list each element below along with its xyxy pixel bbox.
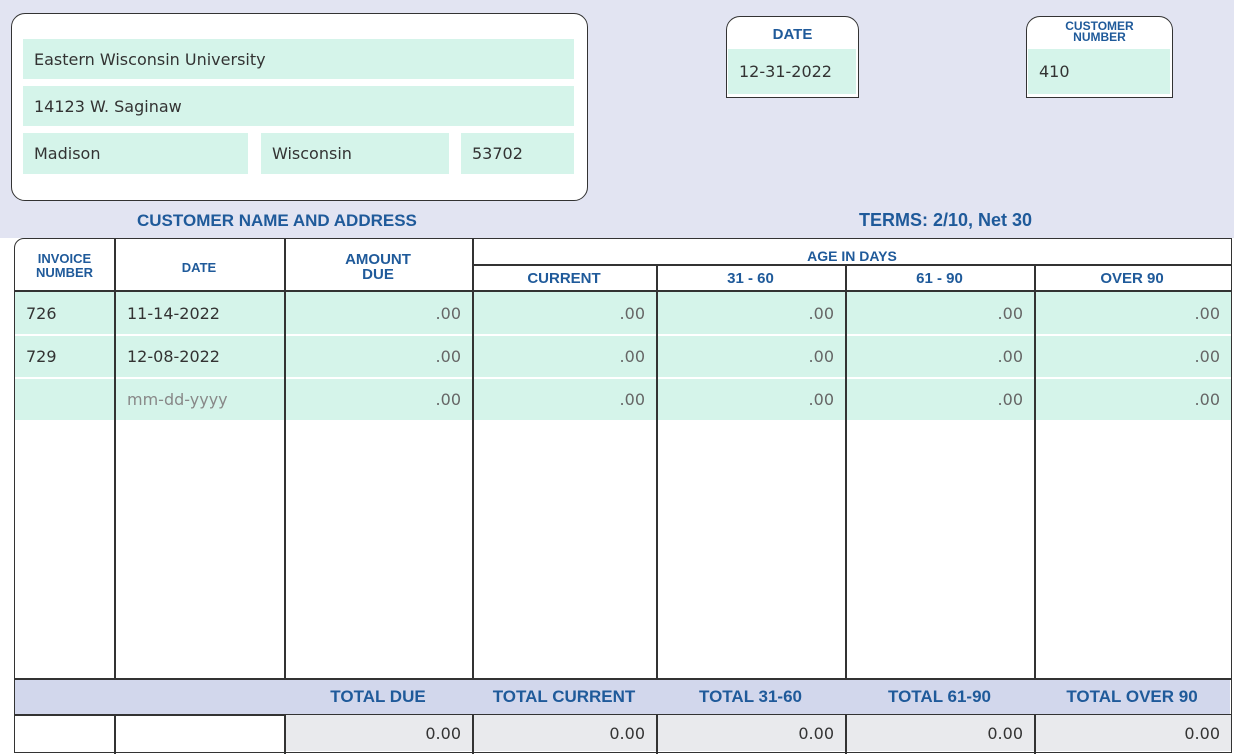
totals-header-band: TOTAL DUE TOTAL CURRENT TOTAL 31-60 TOTA… (15, 679, 1230, 715)
col-header-31-60: 31 - 60 (727, 270, 774, 287)
total-31-60-label: TOTAL 31-60 (699, 687, 802, 706)
customer-number-label-line2: NUMBER (1073, 30, 1126, 44)
total-current-label: TOTAL CURRENT (492, 687, 636, 706)
city-field[interactable]: Madison (23, 133, 248, 174)
row1-31-60[interactable]: .00 (658, 292, 845, 334)
total-61-90-value: 0.00 (847, 715, 1034, 751)
customer-name-address-label: CUSTOMER NAME AND ADDRESS (137, 211, 417, 230)
total-divider-4 (656, 715, 658, 754)
customer-number-field[interactable]: 410 (1028, 49, 1170, 94)
total-over-90-label: TOTAL OVER 90 (1066, 687, 1198, 706)
row2-amount[interactable]: .00 (286, 336, 472, 377)
terms-label: TERMS: 2/10, Net 30 (859, 210, 1033, 230)
row3-31-60[interactable]: .00 (658, 379, 845, 420)
total-divider-3 (472, 715, 474, 754)
col-divider-5 (845, 265, 847, 679)
col-divider-6 (1034, 265, 1036, 679)
col-divider-4 (656, 265, 658, 679)
row1-amount[interactable]: .00 (286, 292, 472, 334)
row1-61-90[interactable]: .00 (847, 292, 1034, 334)
totals-mid-divider (15, 714, 1231, 716)
col-header-invoice-line2: NUMBER (35, 265, 94, 280)
state-field[interactable]: Wisconsin (261, 133, 449, 174)
total-current-value: 0.00 (474, 715, 656, 751)
street-field[interactable]: 14123 W. Saginaw (23, 86, 574, 126)
total-over-90-value: 0.00 (1036, 715, 1231, 751)
total-divider-6 (1034, 715, 1036, 754)
col-header-61-90: 61 - 90 (916, 270, 963, 287)
row2-31-60[interactable]: .00 (658, 336, 845, 377)
total-divider-1 (114, 715, 116, 754)
row3-current[interactable]: .00 (474, 379, 656, 420)
row3-61-90[interactable]: .00 (847, 379, 1034, 420)
row2-over-90[interactable]: .00 (1036, 336, 1231, 377)
col-divider-2 (284, 239, 286, 679)
col-divider-1 (114, 239, 116, 679)
row3-over-90[interactable]: .00 (1036, 379, 1231, 420)
row3-invoice[interactable] (15, 379, 114, 420)
row3-date[interactable]: mm-dd-yyyy (116, 379, 284, 420)
totals-top-divider (15, 678, 1231, 680)
customer-address-box: Eastern Wisconsin University 14123 W. Sa… (11, 13, 588, 201)
col-header-over-90: OVER 90 (1100, 270, 1164, 287)
row1-current[interactable]: .00 (474, 292, 656, 334)
col-divider-3 (472, 239, 474, 679)
customer-number-label-line1: CUSTOMER (1065, 19, 1134, 33)
col-header-invoice-number: INVOICE NUMBER (15, 252, 114, 280)
row1-date[interactable]: 11-14-2022 (116, 292, 284, 334)
col-header-amount-due: AMOUNT DUE (284, 252, 472, 282)
invoice-table: INVOICE NUMBER DATE AMOUNT DUE AGE IN DA… (14, 238, 1232, 754)
col-header-current: CURRENT (527, 270, 601, 287)
header-bottom-divider (15, 290, 1231, 292)
row2-61-90[interactable]: .00 (847, 336, 1034, 377)
col-header-amount-line2: DUE (362, 266, 394, 283)
customer-name-field[interactable]: Eastern Wisconsin University (23, 39, 574, 79)
row2-date[interactable]: 12-08-2022 (116, 336, 284, 377)
age-header-divider (472, 264, 1232, 266)
total-divider-2 (284, 715, 286, 754)
total-61-90-label: TOTAL 61-90 (888, 687, 991, 706)
row2-invoice[interactable]: 729 (15, 336, 114, 377)
total-31-60-value: 0.00 (658, 715, 845, 751)
row1-over-90[interactable]: .00 (1036, 292, 1231, 334)
col-header-invoice-line1: INVOICE (37, 251, 92, 266)
row1-invoice[interactable]: 726 (15, 292, 114, 334)
col-header-age-in-days: AGE IN DAYS (807, 248, 897, 264)
total-due-value: 0.00 (286, 715, 472, 751)
date-box: DATE 12-31-2022 (726, 16, 859, 98)
row2-current[interactable]: .00 (474, 336, 656, 377)
total-divider-5 (845, 715, 847, 754)
date-field[interactable]: 12-31-2022 (728, 49, 856, 94)
zip-field[interactable]: 53702 (461, 133, 574, 174)
col-header-date: DATE (181, 260, 217, 275)
total-due-label: TOTAL DUE (330, 687, 426, 706)
col-header-amount-line1: AMOUNT (345, 251, 411, 268)
date-label: DATE (772, 26, 813, 43)
customer-number-label: CUSTOMER NUMBER (1027, 19, 1172, 44)
row3-amount[interactable]: .00 (286, 379, 472, 420)
customer-number-box: CUSTOMER NUMBER 410 (1026, 16, 1173, 98)
